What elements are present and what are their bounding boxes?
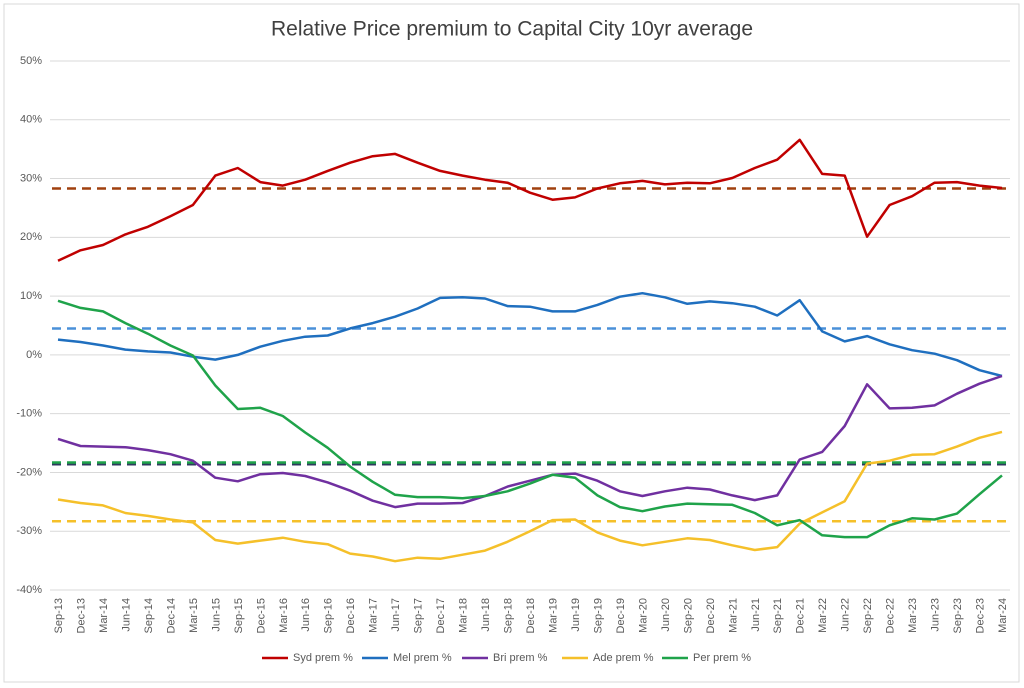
x-tick-label: Sep-19: [592, 598, 604, 633]
y-tick-label: -20%: [16, 466, 42, 478]
series-line: [57, 291, 1003, 378]
x-tick-label: Mar-18: [458, 598, 470, 633]
x-tick-label: Dec-21: [795, 598, 807, 633]
x-tick-label: Sep-17: [413, 598, 425, 633]
x-tick-label: Sep-14: [143, 598, 155, 633]
y-tick-label: 30%: [20, 172, 42, 184]
x-tick-label: Mar-21: [727, 598, 739, 633]
legend-label: Ade prem %: [593, 652, 654, 664]
x-tick-label: Jun-16: [300, 598, 312, 632]
x-tick-label: Jun-19: [570, 598, 582, 632]
x-tick-label: Jun-18: [480, 598, 492, 632]
x-tick-label: Jun-17: [390, 598, 402, 632]
series-line: [57, 374, 1003, 509]
chart-frame: [3, 3, 1020, 683]
x-tick-label: Mar-19: [547, 598, 559, 633]
y-tick-label: 50%: [20, 55, 42, 67]
x-tick-label: Mar-23: [907, 598, 919, 633]
x-tick-label: Mar-24: [997, 598, 1009, 633]
x-tick-label: Dec-22: [885, 598, 897, 633]
x-tick-label: Dec-20: [705, 598, 717, 633]
y-tick-label: 40%: [20, 114, 42, 126]
legend-label: Syd prem %: [293, 652, 353, 664]
x-tick-label: Mar-22: [817, 598, 829, 633]
x-tick-label: Sep-18: [503, 598, 515, 633]
x-tick-label: Sep-23: [952, 598, 964, 633]
y-tick-label: -10%: [16, 408, 42, 420]
series-line: [57, 299, 1003, 539]
x-tick-label: Sep-21: [772, 598, 784, 633]
x-tick-label: Mar-14: [98, 598, 110, 633]
series-line: [57, 430, 1003, 563]
series-line: [57, 138, 1003, 262]
x-tick-label: Dec-23: [975, 598, 987, 633]
x-tick-label: Dec-19: [615, 598, 627, 633]
legend-label: Mel prem %: [393, 652, 452, 664]
x-tick-label: Sep-13: [53, 598, 65, 633]
x-tick-label: Sep-22: [862, 598, 874, 633]
x-tick-label: Mar-17: [368, 598, 380, 633]
y-tick-label: -40%: [16, 584, 42, 596]
x-tick-label: Jun-21: [750, 598, 762, 632]
x-tick-label: Jun-23: [930, 598, 942, 632]
x-tick-label: Mar-15: [188, 598, 200, 633]
x-tick-label: Dec-18: [525, 598, 537, 633]
x-tick-label: Jun-20: [660, 598, 672, 632]
x-tick-label: Sep-15: [233, 598, 245, 633]
x-tick-label: Dec-13: [75, 598, 87, 633]
x-tick-label: Sep-16: [323, 598, 335, 633]
x-tick-label: Jun-22: [840, 598, 852, 632]
x-tick-label: Dec-14: [165, 598, 177, 633]
x-tick-label: Dec-15: [255, 598, 267, 633]
y-tick-label: 20%: [20, 231, 42, 243]
x-tick-label: Jun-14: [120, 598, 132, 632]
x-tick-label: Sep-20: [682, 598, 694, 633]
x-tick-label: Jun-15: [210, 598, 222, 632]
x-tick-label: Mar-20: [637, 598, 649, 633]
y-tick-label: 10%: [20, 290, 42, 302]
legend-label: Bri prem %: [493, 652, 548, 664]
x-tick-label: Dec-17: [435, 598, 447, 633]
x-tick-label: Dec-16: [345, 598, 357, 633]
x-tick-label: Mar-16: [278, 598, 290, 633]
y-tick-label: -30%: [16, 525, 42, 537]
y-tick-label: 0%: [26, 349, 42, 361]
chart-title: Relative Price premium to Capital City 1…: [271, 18, 753, 41]
legend-label: Per prem %: [693, 652, 751, 664]
